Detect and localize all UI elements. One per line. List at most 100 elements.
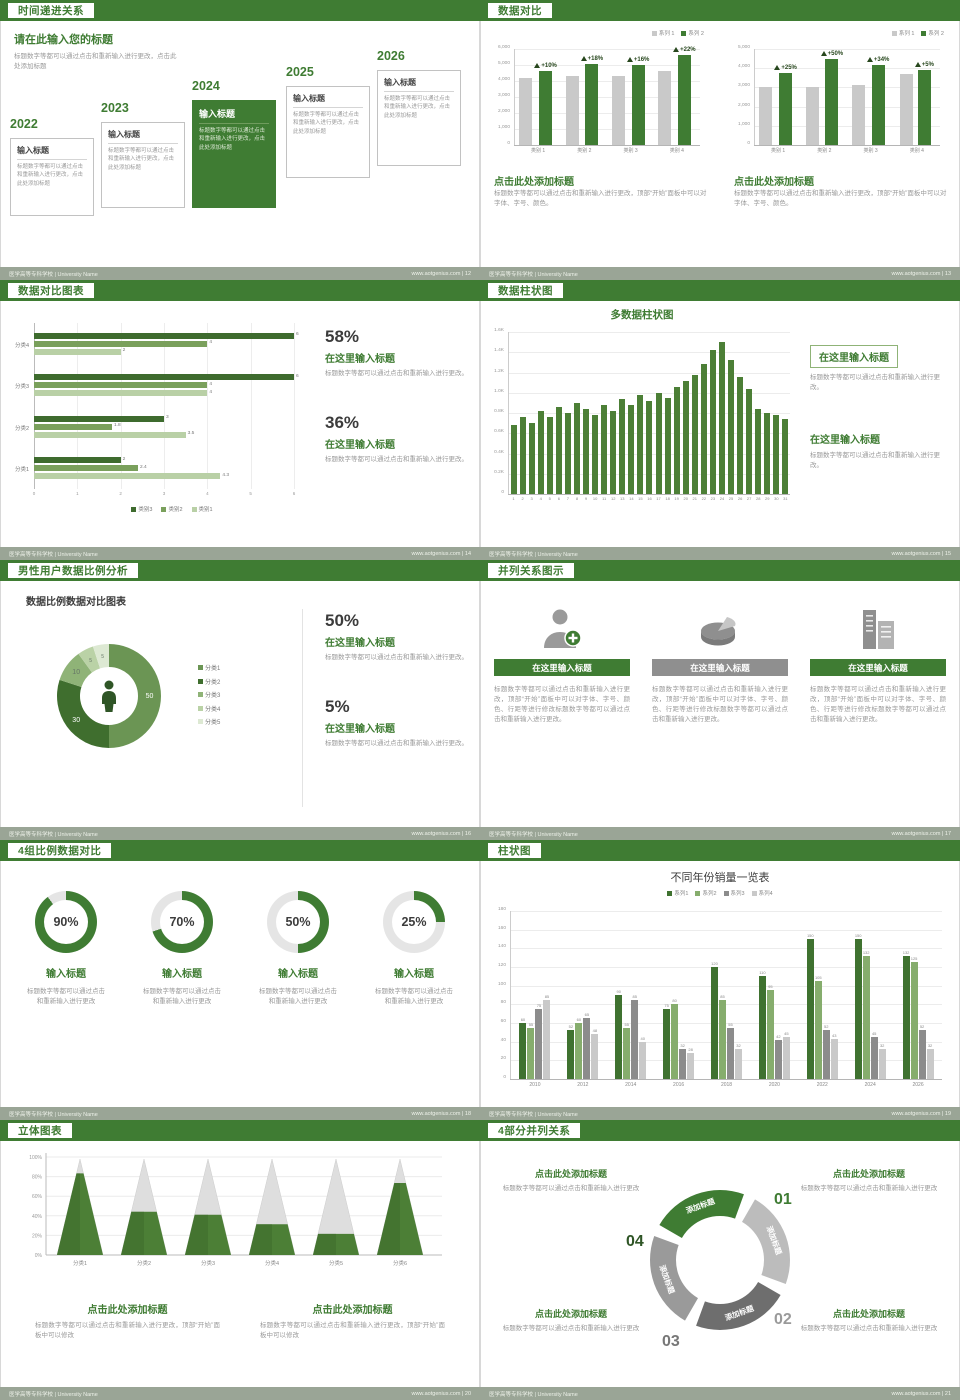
ct-group: 20	[681, 332, 690, 501]
footer-school: 医学高等专科学校 | University Name	[489, 831, 578, 838]
ct-bar	[671, 1004, 679, 1079]
stats-column: 50% 在这里输入标题 标题数字等都可以通过点击和重新输入进行更改。 5% 在这…	[325, 581, 470, 749]
ct-bars: +5%	[894, 62, 940, 145]
slide-19-grouped-bars[interactable]: 柱状图 不同年份销量一览表 系列1 系列2 系列3 系列4 180 160 140 120 1…	[480, 840, 960, 1120]
column-title-button[interactable]: 在这里输入标题	[494, 659, 630, 676]
hb-fill	[34, 465, 138, 472]
hb-bars: 2 2.4 4.3	[34, 457, 229, 480]
slide-content: 90% 输入标题 标题数字等都可以通过点击和重新输入进行更改 70% 输入标题 …	[0, 861, 480, 1107]
ct-bw: 150	[806, 933, 814, 1079]
stat-body: 标题数字等都可以通过点击和重新输入进行更改。	[325, 456, 468, 464]
caption-title: 点击此处添加标题	[734, 177, 814, 188]
column-title-button[interactable]: 在这里输入标题	[810, 659, 946, 676]
ct-group: 31	[781, 332, 790, 501]
ct-gline	[510, 1079, 942, 1080]
ct-gline	[754, 145, 940, 146]
slide-17-parallel-columns[interactable]: 并列关系图示 在这里输入标题 标题数字等都可以通过点击和重新输入进行更改，顶部“…	[480, 560, 960, 840]
lg-item: 分类4	[198, 704, 220, 713]
slide-12-timeline[interactable]: 时间递进关系 请在此输入您的标题 标题数字等都可以通过点击和重新输入进行更改，点…	[0, 0, 480, 280]
slide-content: 不同年份销量一览表 系列1 系列2 系列3 系列4 180 160 140 120 100 80…	[480, 861, 960, 1107]
ct-group: 29	[763, 332, 772, 501]
slide-13-data-comparison[interactable]: 数据对比 系列 1 系列 2 6,000 5,000 4,000 3,000 2,000 1…	[480, 0, 960, 280]
ct-cat: 2016	[673, 1082, 685, 1088]
ct-blab: +5%	[915, 62, 934, 68]
ct-bars	[572, 403, 581, 494]
ct-cat: 类别 1	[771, 148, 786, 154]
ct-bval: 150	[806, 933, 814, 938]
timeline-item-2023[interactable]: 2023 输入标题 标题数字等都可以通过点击和重新输入进行更改，点击此处添加标题	[101, 101, 185, 208]
ct-bar	[583, 1018, 591, 1079]
note-title: 在这里输入标题	[810, 435, 880, 447]
ct-cat: 31	[783, 496, 788, 501]
ct-ytick: 0.6K	[494, 429, 504, 435]
ct-bw: 55	[623, 1023, 631, 1079]
slide-title: 4部分并列关系	[488, 1123, 581, 1138]
ct-bval: 43	[832, 1033, 837, 1038]
slide-20-cone-chart[interactable]: 立体图表 100% 80% 60% 40% 20% 0% 分类1 分类2 分类3 分类4 分类5 分类…	[0, 1120, 480, 1400]
intro-body: 标题数字等都可以通过点击和重新输入进行更改，点击此处添加标题	[14, 53, 177, 71]
donut-legend: 分类1 分类2 分类3 分类4 分类5	[198, 663, 220, 726]
ct-bar	[537, 411, 544, 494]
column-title-button[interactable]: 在这里输入标题	[652, 659, 788, 676]
ct-bar	[519, 78, 533, 145]
hb-val: 2.4	[140, 464, 147, 470]
ct-gline	[510, 1041, 942, 1043]
svg-text:10: 10	[72, 669, 80, 676]
ct-bval: 28	[688, 1047, 693, 1052]
lg-item: 系列 1	[891, 29, 914, 37]
ct-bar	[814, 981, 822, 1079]
ct-gline	[514, 97, 700, 98]
hb-vline	[294, 323, 295, 489]
ct-bw	[519, 417, 526, 494]
slide-content: 添加标题 添加标题 添加标题 添加标题 01 02 03 04 点击此处添加标题 标题…	[480, 1141, 960, 1387]
ct-bars	[654, 393, 663, 494]
timeline-item-2024-accent[interactable]: 2024 输入标题 标题数字等都可以通过点击和重新输入进行更改，点击此处添加标题	[192, 79, 276, 208]
slide-21-four-part-ring[interactable]: 4部分并列关系 添加标题 添加标题 添加标题 添加标题 01 02 03 04 点击此…	[480, 1120, 960, 1400]
ct-bval: 45	[784, 1031, 789, 1036]
ct-cat: 2014	[625, 1082, 637, 1088]
hb-val: 4	[209, 381, 212, 387]
ct-ytick: 1.4K	[494, 348, 504, 354]
progress-ring: 50%	[267, 891, 329, 953]
slide-15-column-chart[interactable]: 数据柱状图 多数据柱状图 1.6K 1.4K 1.2K 1.0K 0.8K 0.6K 0.4…	[480, 280, 960, 560]
slide-16-donut-analysis[interactable]: 男性用户数据比例分析 数据比例数据对比图表 50 30 10 5 5 分类1 分类2 分类3…	[0, 560, 480, 840]
slide-title: 立体图表	[8, 1123, 72, 1138]
ct-bw: 75	[535, 1004, 543, 1079]
footer-school: 医学高等专科学校 | University Name	[489, 271, 578, 278]
pie-3d-icon	[652, 603, 788, 649]
timeline-item-2025[interactable]: 2025 输入标题 标题数字等都可以通过点击和重新输入进行更改，点击此处添加标题	[286, 65, 370, 178]
ct-ytick: 2,000	[737, 102, 750, 108]
ct-blab: +34%	[867, 57, 890, 63]
timeline-item-2022[interactable]: 2022 输入标题 标题数字等都可以通过点击和重新输入进行更改，点击此处添加标题	[10, 117, 94, 216]
ct-bar	[619, 399, 626, 494]
hb-val: 6	[296, 373, 299, 379]
card-body: 标题数字等都可以通过点击和重新输入进行更改	[143, 988, 221, 1006]
ct-bar	[663, 1009, 671, 1079]
lg-sq	[651, 30, 657, 36]
hb-xtick: 5	[249, 491, 252, 496]
ct-bw	[728, 360, 735, 494]
ct-group: +25% 类别 1	[755, 49, 801, 154]
slide-header-bar: 柱状图	[480, 840, 960, 861]
ct-ytick: 0.4K	[494, 449, 504, 455]
ct-bars	[727, 360, 736, 494]
ct-bval: 95	[768, 984, 773, 989]
grouped-bar-chart: 180 160 140 120 100 80 60 40 20 0 60 55 75 85 2010 52 60…	[490, 903, 946, 1089]
ct-cat: 2010	[529, 1082, 541, 1088]
hb-val: 1.8	[114, 423, 121, 429]
lg-sq	[751, 890, 757, 896]
timeline-item-2026[interactable]: 2026 输入标题 标题数字等都可以通过点击和重新输入进行更改，点击此处添加标题	[377, 49, 461, 166]
timeline-box: 输入标题 标题数字等都可以通过点击和重新输入进行更改，点击此处添加标题	[286, 86, 370, 178]
slide-14-hbar-chart[interactable]: 数据对比图表 0 1 2 3 4 5 6 分类4 6 4 2 分类3 6 4 4 分类2 3 1.8 3.5 分类1 2…	[0, 280, 480, 560]
ct-bar	[539, 71, 553, 145]
slide-18-ring-stats[interactable]: 4组比例数据对比 90% 输入标题 标题数字等都可以通过点击和重新输入进行更改 …	[0, 840, 480, 1120]
ct-bar	[766, 990, 774, 1079]
note-title: 在这里输入标题	[810, 345, 898, 368]
ct-bar	[910, 962, 918, 1079]
ct-blab: +22%	[673, 47, 696, 53]
ct-bw: +50%	[821, 51, 843, 145]
ct-gline	[754, 125, 940, 127]
ct-bw	[682, 381, 689, 494]
